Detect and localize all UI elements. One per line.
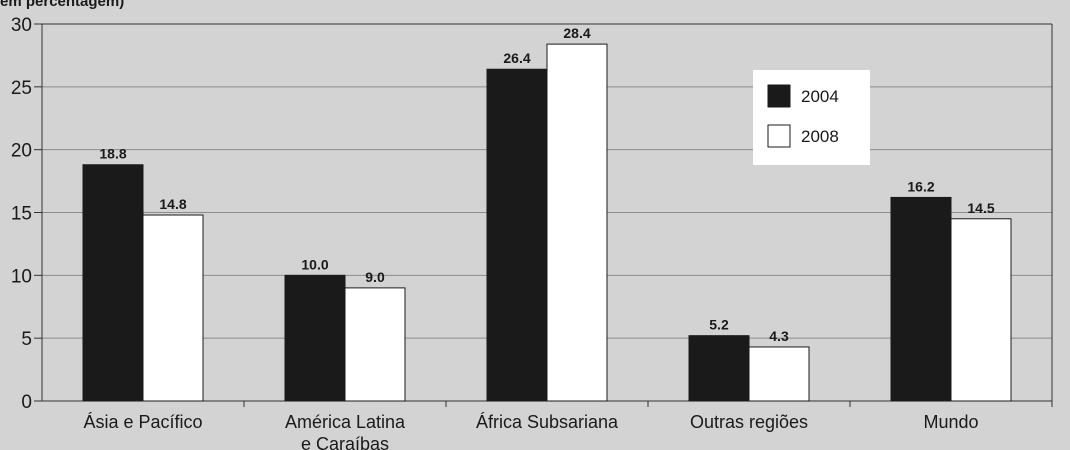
bar-2004 (890, 196, 952, 402)
data-label: 18.8 (99, 146, 126, 162)
data-label: 9.0 (365, 269, 385, 285)
bar-2004 (82, 164, 144, 402)
x-tick-label-line: Mundo (923, 412, 978, 432)
bar-2008 (142, 214, 204, 402)
data-labels: 18.8 14.8 10.0 9.0 26.4 28.4 5.2 4.3 16.2 14.5 (99, 25, 994, 344)
legend-label: 2008 (801, 127, 839, 146)
data-label: 10.0 (301, 256, 328, 272)
y-tick-label: 15 (11, 204, 32, 225)
bar-2008 (546, 43, 608, 402)
data-label: 5.2 (709, 317, 729, 333)
legend-label: 2004 (801, 87, 839, 106)
x-tick-label-line: África Subsariana (476, 412, 619, 432)
x-tick-label: América Latina e Caraíbas (285, 412, 406, 450)
chart-title: em percentagem) (0, 0, 125, 10)
data-label: 16.2 (907, 178, 934, 194)
data-label: 14.5 (967, 200, 994, 216)
x-tick-label: Mundo (923, 412, 978, 432)
y-tick-label: 10 (11, 266, 32, 287)
x-tick-label-line: América Latina (285, 412, 406, 432)
legend-swatch-2008 (767, 124, 791, 148)
y-tick-label: 5 (21, 329, 32, 350)
legend: 2004 2008 (753, 70, 870, 165)
data-label: 14.8 (159, 196, 186, 212)
bar-2004 (486, 68, 548, 402)
x-tick-label-line: Ásia e Pacífico (83, 412, 202, 432)
y-tick-labels: 0 5 10 15 20 25 30 (11, 15, 32, 413)
bar-2004 (688, 335, 750, 402)
x-tick-label: África Subsariana (476, 412, 619, 432)
x-tick-label-line: e Caraíbas (301, 434, 389, 450)
data-label: 28.4 (563, 25, 590, 41)
bar-2008 (344, 287, 406, 402)
data-label: 4.3 (769, 328, 789, 344)
y-tick-label: 25 (11, 78, 32, 99)
legend-swatch-2004 (767, 84, 791, 108)
bar-2004 (284, 274, 346, 402)
legend-box (753, 70, 870, 165)
y-tick-label: 30 (11, 15, 32, 36)
y-tick-label: 20 (11, 141, 32, 162)
data-label: 26.4 (503, 50, 530, 66)
x-tick-labels: Ásia e Pacífico América Latina e Caraíbas Á… (83, 412, 978, 450)
x-tick-label: Ásia e Pacífico (83, 412, 202, 432)
y-tick-label: 0 (21, 392, 32, 413)
x-tick-label: Outras regiões (690, 412, 808, 432)
bar-2008 (950, 218, 1012, 402)
x-tick-label-line: Outras regiões (690, 412, 808, 432)
bars (82, 43, 1012, 402)
bar-2008 (748, 346, 810, 402)
